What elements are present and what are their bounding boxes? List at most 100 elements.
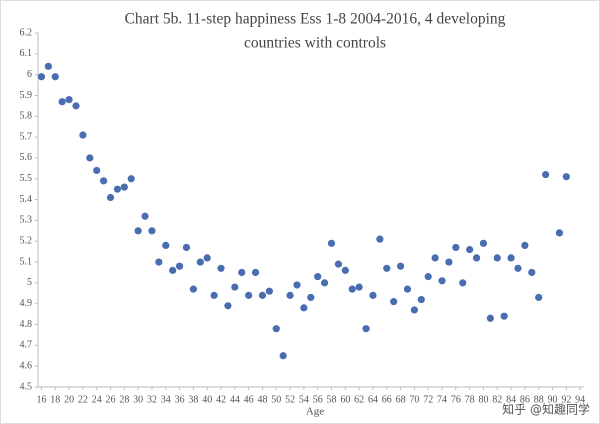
y-tick-label: 5.8 — [20, 111, 33, 122]
point — [162, 241, 170, 249]
y-tick-label: 5.4 — [20, 194, 33, 205]
point — [286, 291, 294, 299]
point — [155, 258, 163, 266]
point — [383, 264, 391, 272]
point — [203, 254, 211, 262]
y-tick-label: 4.9 — [20, 298, 33, 309]
x-tick-label: 74 — [437, 394, 447, 405]
point — [251, 268, 260, 277]
x-tick-label: 16 — [36, 394, 46, 405]
point — [120, 183, 128, 191]
y-tick-label: 4.5 — [20, 381, 33, 392]
point — [314, 273, 322, 281]
point — [238, 268, 246, 277]
point — [175, 262, 184, 270]
point — [217, 264, 225, 272]
point — [300, 304, 308, 312]
point — [148, 227, 156, 235]
point — [106, 193, 115, 202]
point — [507, 254, 515, 262]
point — [431, 254, 439, 262]
point — [500, 312, 508, 320]
y-tick-label: 5.5 — [20, 173, 33, 184]
point — [424, 273, 432, 281]
x-tick-label: 30 — [133, 394, 143, 405]
point — [452, 243, 460, 252]
x-tick-label: 36 — [175, 394, 185, 405]
x-tick-label: 60 — [340, 394, 350, 405]
x-tick-label: 50 — [271, 394, 281, 405]
point — [127, 175, 135, 183]
point — [182, 243, 191, 252]
x-tick-label: 32 — [147, 394, 157, 405]
point — [93, 166, 101, 175]
point — [396, 262, 405, 270]
point — [514, 264, 522, 272]
x-tick-label: 54 — [299, 394, 309, 405]
x-tick-label: 28 — [119, 394, 129, 405]
y-tick-label: 6.1 — [20, 48, 33, 59]
x-tick-label: 78 — [465, 394, 475, 405]
point — [403, 285, 412, 293]
x-tick-label: 66 — [382, 394, 392, 405]
point — [113, 185, 122, 193]
point — [245, 291, 253, 299]
point — [258, 291, 267, 299]
point — [438, 277, 446, 285]
point — [562, 173, 570, 181]
x-tick-label: 46 — [244, 394, 254, 405]
point — [369, 291, 377, 299]
y-tick-label: 4.7 — [20, 340, 33, 351]
x-tick-label: 34 — [161, 394, 171, 405]
point — [169, 266, 177, 274]
point — [486, 314, 494, 322]
point — [265, 287, 273, 295]
x-tick-label: 80 — [478, 394, 488, 405]
point — [279, 352, 287, 360]
point — [362, 325, 370, 333]
point — [445, 258, 453, 266]
point — [189, 285, 197, 293]
point — [321, 279, 329, 287]
x-tick-label: 44 — [230, 394, 240, 405]
point — [79, 131, 87, 139]
point — [327, 239, 336, 247]
point — [466, 245, 474, 254]
x-tick-label: 52 — [285, 394, 295, 405]
point — [100, 177, 108, 185]
point — [521, 241, 529, 249]
point — [65, 96, 73, 104]
x-tick-label: 42 — [216, 394, 226, 405]
point — [51, 73, 59, 81]
y-tick-label: 4.8 — [20, 319, 33, 330]
point — [58, 98, 66, 106]
x-tick-label: 92 — [561, 394, 571, 405]
point — [231, 283, 239, 291]
point — [72, 102, 80, 110]
point — [44, 62, 52, 70]
point — [86, 154, 94, 162]
y-tick-label: 5.1 — [20, 256, 33, 267]
y-tick-label: 5.2 — [20, 236, 33, 247]
y-tick-label: 5.6 — [20, 152, 33, 163]
point — [542, 171, 550, 179]
x-tick-label: 20 — [64, 394, 74, 405]
point — [535, 293, 543, 302]
point — [341, 266, 349, 274]
point — [307, 293, 315, 302]
x-tick-label: 48 — [257, 394, 267, 405]
y-tick-label: 5.7 — [20, 131, 33, 142]
x-tick-label: 90 — [548, 394, 558, 405]
point — [141, 212, 149, 220]
point — [528, 268, 536, 277]
point — [293, 281, 301, 289]
y-tick-label: 5 — [27, 277, 32, 288]
x-tick-label: 68 — [396, 394, 406, 405]
x-tick-label: 72 — [423, 394, 433, 405]
point — [493, 254, 501, 262]
chart-title: countries with controls — [244, 35, 386, 52]
point — [472, 254, 481, 262]
chart-title: Chart 5b. 11-step happiness Ess 1-8 2004… — [125, 11, 506, 28]
